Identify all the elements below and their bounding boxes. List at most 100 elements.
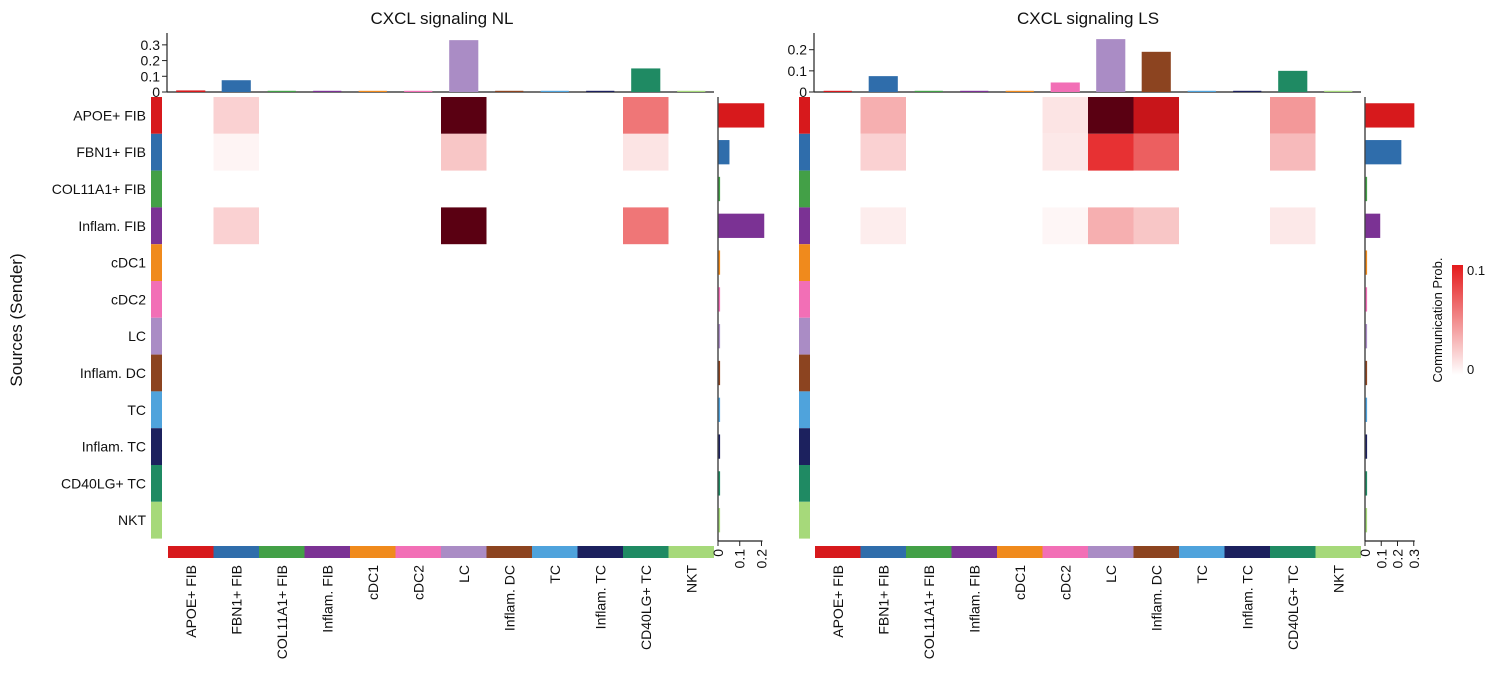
col-label: FBN1+ FIB — [875, 565, 891, 635]
right-bar-apoe-fib — [1365, 103, 1415, 128]
heatmap-cell — [1042, 133, 1088, 171]
col-color-cdc1 — [350, 546, 396, 558]
row-label: TC — [127, 402, 146, 418]
col-label: LC — [1103, 565, 1119, 583]
top-bar-cd40lg-tc — [1278, 70, 1308, 92]
right-bar-inflam-fib — [1365, 213, 1381, 238]
col-label: CD40LG+ TC — [638, 565, 654, 650]
top-bar-inflam-tc — [586, 90, 615, 92]
top-bar-lc — [449, 40, 479, 92]
top-axis-tick-label: 0.1 — [788, 63, 808, 79]
row-color-col11a1-fib — [151, 170, 162, 208]
col-label: TC — [1194, 565, 1210, 584]
col-label: COL11A1+ FIB — [274, 565, 290, 659]
right-axis-tick-label: 0.2 — [1390, 549, 1406, 569]
panel-title: CXCL signaling LS — [1017, 9, 1159, 28]
col-color-apoe-fib — [168, 546, 214, 558]
legend-min-label: 0 — [1467, 362, 1474, 377]
top-bar-cdc1 — [1005, 90, 1034, 92]
heatmap-cell — [1270, 207, 1316, 245]
heatmap-cell — [1270, 97, 1316, 134]
row-color-tc — [151, 391, 162, 429]
top-bar-apoe-fib — [176, 90, 206, 92]
row-color-inflam-tc — [151, 428, 162, 465]
top-bar-inflam-tc — [1233, 90, 1262, 92]
top-bar-cdc2 — [1050, 82, 1080, 92]
row-color-inflam-tc — [799, 428, 810, 465]
col-label: Inflam. DC — [501, 565, 517, 631]
right-bar-cdc1 — [718, 250, 721, 275]
heatmap-cell — [860, 97, 906, 134]
col-label: Inflam. TC — [592, 565, 608, 629]
row-label: APOE+ FIB — [73, 107, 146, 123]
row-label: Inflam. FIB — [78, 218, 146, 234]
right-axis-tick-label: 0.1 — [1373, 549, 1389, 569]
col-label: CD40LG+ TC — [1285, 565, 1301, 650]
col-label: FBN1+ FIB — [228, 565, 244, 635]
right-bar-col11a1-fib — [1365, 176, 1368, 202]
heatmap-cell — [623, 207, 669, 245]
right-bar-inflam-dc — [718, 360, 721, 386]
row-label: LC — [128, 328, 146, 344]
row-label: Inflam. TC — [82, 439, 146, 455]
right-bar-cdc1 — [1365, 250, 1368, 275]
row-color-lc — [799, 317, 810, 355]
row-label: cDC2 — [111, 291, 146, 307]
heatmap-cell — [860, 207, 906, 245]
top-bar-cdc1 — [358, 90, 387, 92]
right-bar-cd40lg-tc — [718, 471, 721, 496]
row-color-inflam-dc — [799, 354, 810, 392]
col-color-cd40lg-tc — [1270, 546, 1316, 558]
row-color-nkt — [151, 501, 162, 539]
right-axis-tick-label: 0 — [710, 549, 726, 557]
top-bar-col11a1-fib — [914, 90, 943, 92]
row-label: CD40LG+ TC — [61, 475, 146, 491]
top-bar-inflam-dc — [1141, 51, 1171, 92]
right-axis-tick-label: 0.2 — [753, 549, 769, 569]
top-bar-nkt — [1324, 90, 1353, 92]
right-axis-tick-label: 0.3 — [1406, 549, 1422, 569]
y-axis-label: Sources (Sender) — [7, 253, 26, 386]
row-color-inflam-fib — [799, 207, 810, 245]
col-color-fbn1-fib — [860, 546, 906, 558]
right-bar-apoe-fib — [718, 103, 765, 128]
col-label: COL11A1+ FIB — [921, 565, 937, 659]
row-color-fbn1-fib — [799, 133, 810, 171]
right-bar-lc — [718, 324, 721, 349]
row-label: cDC1 — [111, 255, 146, 271]
col-color-cdc2 — [395, 546, 441, 558]
right-bar-nkt — [1365, 508, 1368, 533]
top-bar-tc — [540, 90, 569, 92]
heatmap-cell — [1088, 133, 1134, 171]
right-bar-col11a1-fib — [718, 176, 721, 202]
col-color-tc — [532, 546, 578, 558]
col-label: cDC1 — [1012, 565, 1028, 600]
col-color-inflam-tc — [1224, 546, 1270, 558]
col-label: APOE+ FIB — [183, 565, 199, 638]
col-color-tc — [1179, 546, 1225, 558]
row-color-cdc2 — [151, 281, 162, 318]
col-color-inflam-dc — [486, 546, 532, 558]
col-label: cDC2 — [1057, 565, 1073, 600]
right-axis-tick-label: 0 — [1357, 549, 1373, 557]
col-color-lc — [1088, 546, 1134, 558]
panel-ls: CXCL signaling LS APOE+ FIB FBN1+ FIB COL11… — [788, 9, 1422, 659]
col-color-inflam-dc — [1133, 546, 1179, 558]
right-bar-inflam-tc — [718, 434, 721, 459]
row-color-tc — [799, 391, 810, 429]
col-color-col11a1-fib — [259, 546, 305, 558]
top-bar-fbn1-fib — [868, 76, 898, 92]
heatmap-cell — [441, 133, 487, 171]
row-label: NKT — [118, 512, 146, 528]
right-bar-cdc2 — [1365, 287, 1368, 312]
row-color-cdc1 — [151, 244, 162, 281]
right-bar-nkt — [718, 508, 721, 533]
legend-max-label: 0.1 — [1467, 263, 1485, 278]
heatmap-cell — [1133, 97, 1179, 134]
heatmap-cell — [623, 97, 669, 134]
color-legend: Communication Prob. 0.1 0 — [1430, 258, 1485, 383]
col-label: NKT — [1330, 565, 1346, 593]
heatmap-cell — [1088, 97, 1134, 134]
top-axis-tick-label: 0 — [152, 84, 160, 100]
